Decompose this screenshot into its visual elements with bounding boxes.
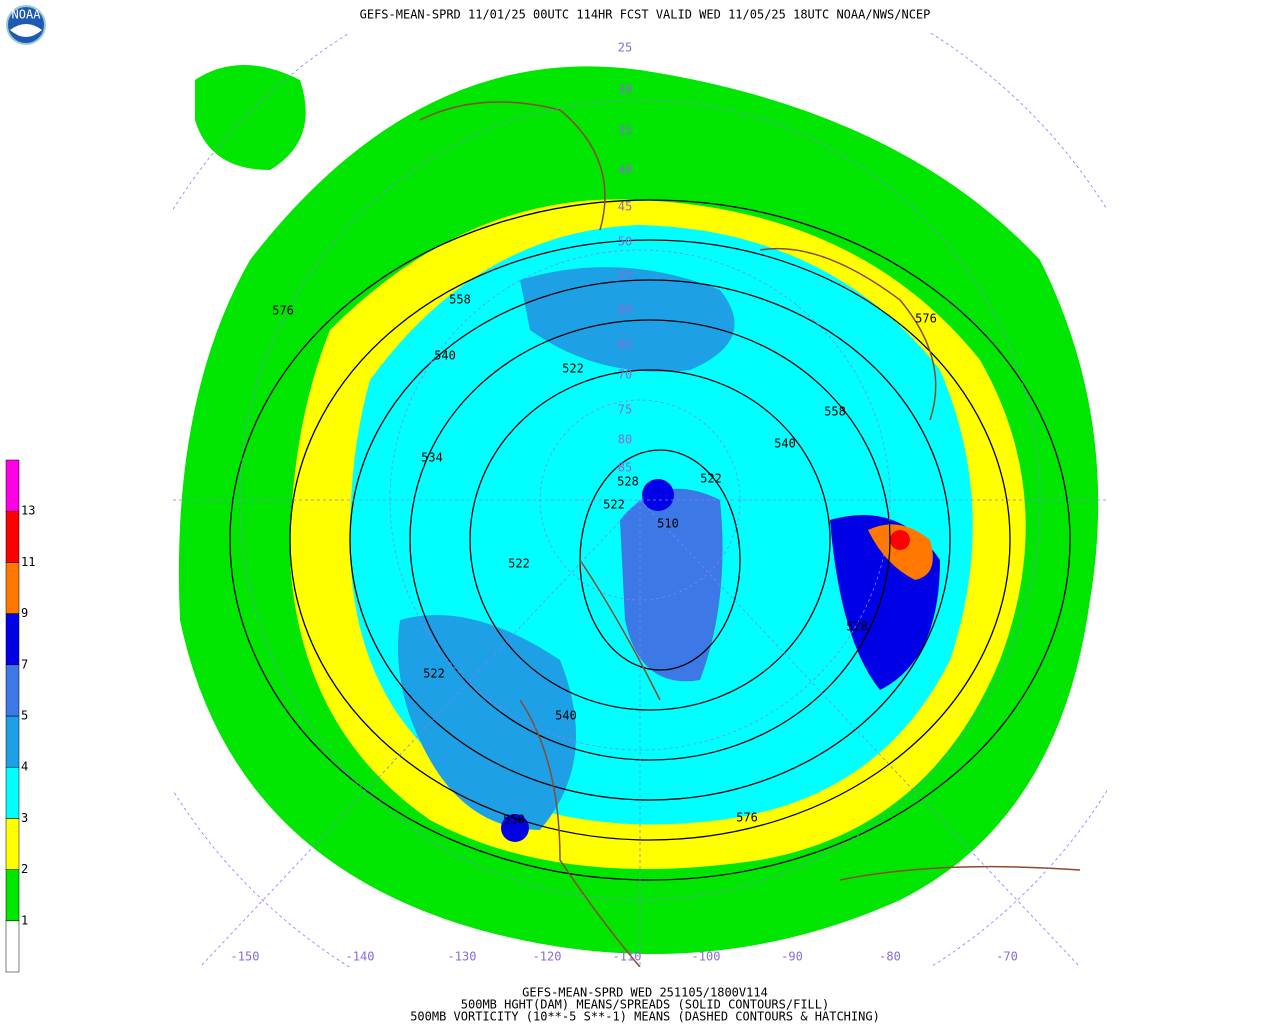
legend-label: 9: [21, 606, 28, 620]
spread-darkblue: [642, 479, 674, 511]
spread-red: [890, 530, 910, 550]
legend-label: 3: [21, 811, 28, 825]
contour-label: 576: [736, 811, 758, 825]
latitude-label: 50: [618, 235, 632, 249]
legend-swatch: [5, 869, 20, 922]
legend-swatch: [5, 562, 20, 614]
legend-swatch: [5, 920, 20, 973]
legend-swatch: [5, 664, 20, 717]
contour-label: 540: [774, 437, 796, 451]
caption-line: GEFS-MEAN-SPRD WED 251105/1800V114: [522, 986, 768, 1000]
legend-swatch: [5, 715, 20, 768]
contour-label: 576: [915, 312, 937, 326]
contour-label: 540: [434, 349, 456, 363]
spread-orange: [868, 524, 933, 580]
legend-label: 1: [21, 913, 28, 927]
longitude-label: -100: [692, 950, 721, 964]
latitude-label: 55: [618, 268, 632, 282]
longitude-label: -130: [448, 950, 477, 964]
legend-swatch: [5, 766, 20, 819]
latitude-label: 85: [618, 461, 632, 475]
spread-blue: [620, 488, 723, 682]
latitude-label: 30: [618, 83, 632, 97]
latitude-label: 75: [618, 403, 632, 417]
height-contours: [229, 199, 1071, 881]
latitude-label: 80: [618, 433, 632, 447]
longitude-label: -70: [996, 950, 1018, 964]
legend-swatch: [5, 613, 20, 666]
legend-swatch: [5, 459, 20, 512]
contour-label: 558: [449, 293, 471, 307]
longitude-label: -110: [613, 950, 642, 964]
longitude-label: -150: [231, 950, 260, 964]
title: GEFS-MEAN-SPRD 11/01/25 00UTC 114HR FCST…: [360, 8, 931, 22]
longitude-label: -90: [781, 950, 803, 964]
logo: NOAA: [6, 5, 46, 45]
legend-swatch: [5, 818, 20, 870]
latitude-label: 70: [618, 368, 632, 382]
spread-lightblue: [520, 267, 735, 372]
contour-label: 558: [824, 405, 846, 419]
legend: 1 2 3 4 5 7 9 11 13: [5, 459, 35, 973]
contour-label: 534: [421, 451, 443, 465]
legend-label: 5: [21, 709, 28, 723]
caption-line: 500MB HGHT(DAM) MEANS/SPREADS (SOLID CON…: [461, 998, 829, 1012]
contour-label: 522: [603, 498, 625, 512]
logo-text: NOAA: [12, 8, 42, 22]
latitude-label: 65: [618, 338, 632, 352]
contour-label: 576: [272, 304, 294, 318]
latitude-label: 25: [618, 41, 632, 55]
latitude-label: 60: [618, 303, 632, 317]
graticule: [173, 33, 1107, 967]
legend-label: 7: [21, 657, 28, 671]
legend-label: 13: [21, 504, 35, 518]
latitude-label: 40: [618, 163, 632, 177]
contour-label: 522: [423, 667, 445, 681]
contour-label: 522: [562, 362, 584, 376]
longitude-label: -140: [346, 950, 375, 964]
spread-green: [195, 65, 306, 170]
coastlines: [419, 101, 1081, 967]
longitude-label: -120: [533, 950, 562, 964]
latitude-label: 35: [618, 124, 632, 138]
caption-line: 500MB VORTICITY (10**-5 S**-1) MEANS (DA…: [410, 1010, 880, 1024]
legend-label: 4: [21, 760, 28, 774]
contour-label: 540: [555, 709, 577, 723]
contour-label: 558: [503, 813, 525, 827]
contour-label: 510: [657, 517, 679, 531]
contour-label: 528: [617, 475, 639, 489]
contour-label: 528: [846, 620, 868, 634]
legend-label: 11: [21, 555, 35, 569]
longitude-label: -80: [879, 950, 901, 964]
latitude-label: 45: [618, 200, 632, 214]
contour-label: 522: [508, 557, 530, 571]
legend-label: 2: [21, 862, 28, 876]
contour-label: 522: [700, 472, 722, 486]
legend-swatch: [5, 510, 20, 563]
